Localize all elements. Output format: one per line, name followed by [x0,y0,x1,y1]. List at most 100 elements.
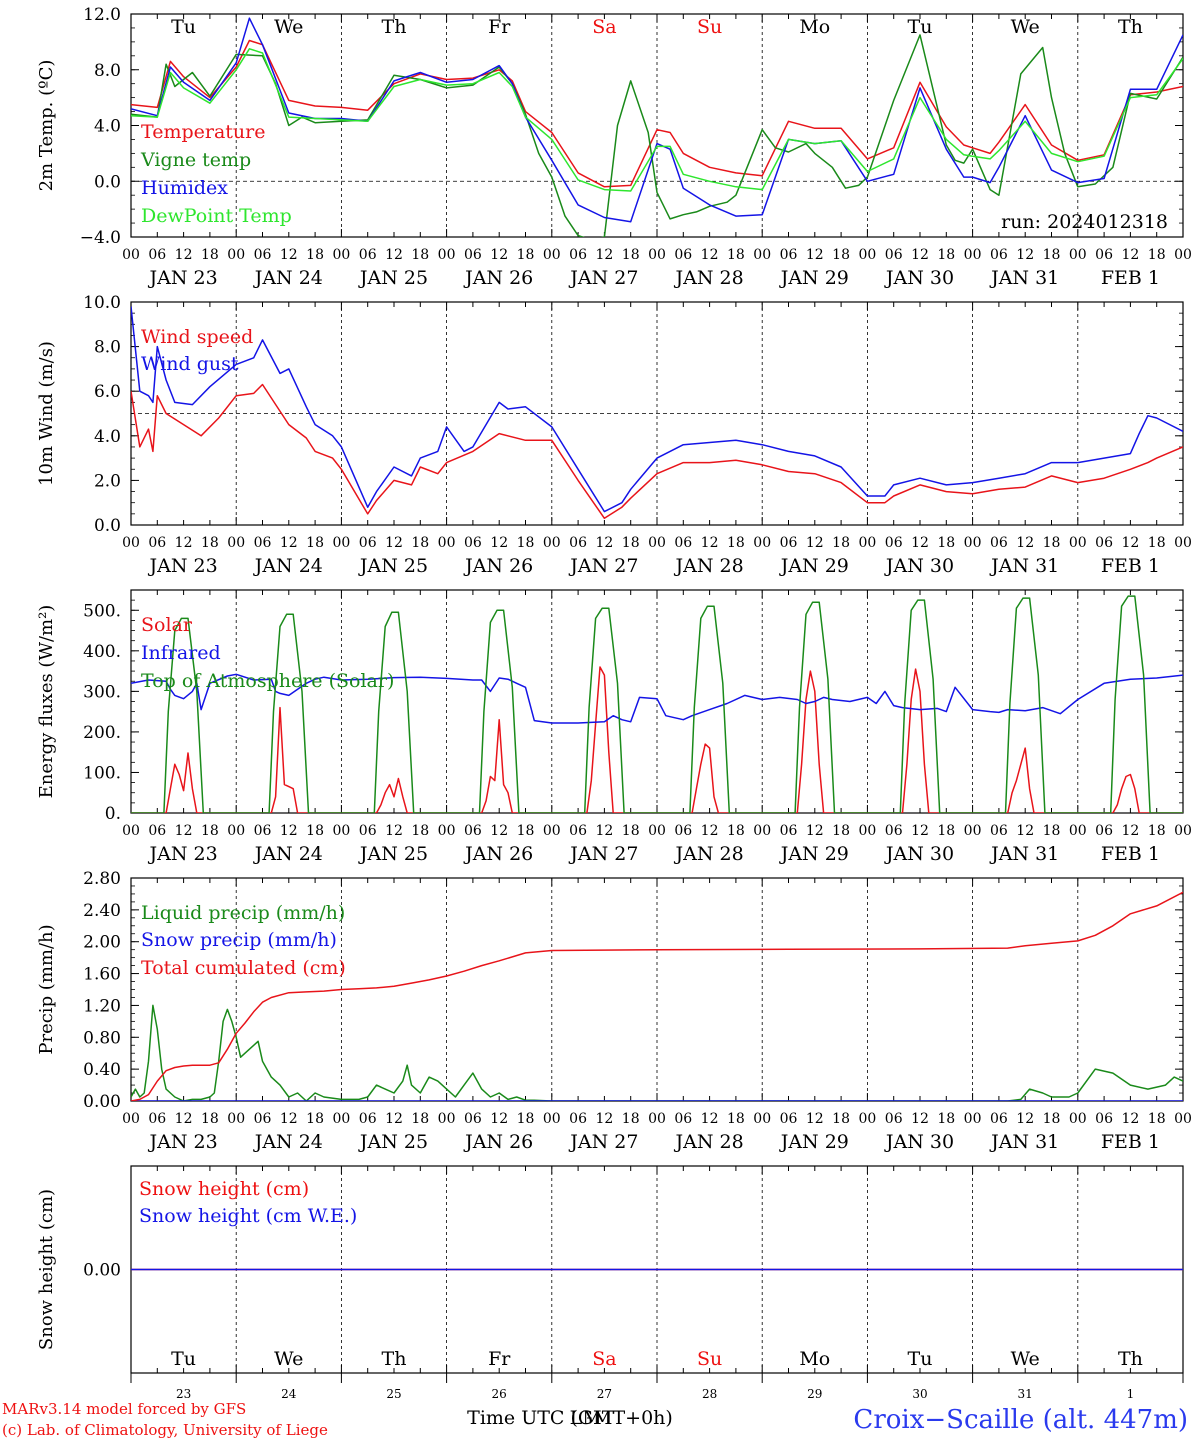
weekday-label: We [1011,1348,1040,1370]
hour-tick-label: 12 [701,535,719,551]
weekday-label: Mo [799,1348,830,1370]
hour-tick-label: 12 [595,535,613,551]
day-number-label: 1 [1127,1387,1135,1401]
day-number-label: 23 [176,1387,191,1401]
hour-tick-label: 18 [306,535,324,551]
hour-tick-label: 06 [780,1111,798,1127]
weekday-label: Tu [908,1348,933,1370]
hour-tick-label: 00 [1174,823,1192,839]
model-credit: MARv3.14 model forced by GFS [2,1400,246,1418]
hour-tick-label: 06 [569,535,587,551]
legend-entry: Top of Atmosphere (Solar) [141,670,394,692]
hour-tick-label: 12 [1016,247,1034,263]
hour-tick-label: 06 [990,535,1008,551]
hour-tick-label: 00 [648,823,666,839]
panel-5: 0.00 Snow height (cm) Snow height (cm) Snow… [36,1165,1184,1401]
day-number-label: 29 [807,1387,822,1401]
hour-tick-label: 00 [964,247,982,263]
day-number-label: 24 [281,1387,297,1401]
hour-tick-label: 18 [411,1111,429,1127]
hour-tick-label: 06 [885,823,903,839]
hour-tick-label: 00 [438,1111,456,1127]
date-label: JAN 29 [779,843,849,865]
date-label: JAN 25 [358,267,428,289]
hour-tick-label: 00 [227,247,245,263]
date-label: JAN 26 [463,1131,533,1153]
day-number-label: 28 [702,1387,717,1401]
weekday-label: Fr [488,16,511,38]
hour-tick-label: 06 [359,247,377,263]
weekday-label: We [274,1348,303,1370]
hour-tick-label: 12 [806,247,824,263]
hour-tick-label: 12 [490,1111,508,1127]
date-label: FEB 1 [1101,1131,1160,1153]
run-label: run: 2024012318 [1001,211,1168,233]
y-tick-label: 200. [83,723,121,743]
hour-tick-label: 00 [332,535,350,551]
y-axis-label: Energy fluxes (W/m²) [36,605,57,799]
y-tick-label: 10.0 [83,293,121,313]
legend-entry: Infrared [141,642,221,664]
y-axis-label: 10m Wind (m/s) [36,341,57,486]
hour-tick-label: 06 [780,247,798,263]
date-label: JAN 23 [148,555,218,577]
hour-tick-label: 12 [385,1111,403,1127]
y-axis-label: Snow height (cm) [36,1189,57,1350]
hour-tick-label: 12 [911,1111,929,1127]
hour-tick-label: 12 [806,1111,824,1127]
hour-tick-label: 06 [569,1111,587,1127]
day-number-label: 26 [492,1387,507,1401]
y-tick-label: 0.00 [83,1261,121,1281]
weekday-label: Fr [488,1348,511,1370]
legend-entry: Liquid precip (mm/h) [141,902,345,924]
date-label: JAN 29 [779,267,849,289]
weekday-label: Tu [908,16,933,38]
hour-tick-label: 00 [1174,1111,1192,1127]
hour-tick-label: 18 [1043,535,1061,551]
date-label: JAN 27 [568,555,638,577]
hour-tick-label: 18 [832,823,850,839]
hour-tick-label: 00 [122,535,140,551]
hour-tick-label: 18 [1043,247,1061,263]
panel-4: 0.00 0.40 0.80 1.20 1.60 2.00 2.40 2.80 Precip (… [36,869,1192,1153]
date-label: JAN 28 [674,843,744,865]
hour-tick-label: 18 [517,823,535,839]
hour-tick-label: 06 [674,823,692,839]
hour-tick-label: 00 [964,1111,982,1127]
y-tick-label: 8.0 [94,338,121,358]
hour-tick-label: 06 [780,535,798,551]
hour-tick-label: 06 [464,247,482,263]
hour-tick-label: 12 [701,247,719,263]
date-label: JAN 27 [568,1131,638,1153]
y-axis-label: 2m Temp. (ºC) [36,60,57,192]
date-label: JAN 29 [779,555,849,577]
hour-tick-label: 12 [595,1111,613,1127]
date-label: JAN 26 [463,843,533,865]
panel-1: −4.0 0.0 4.0 8.0 12.0 2m Temp. (ºC) Temperatur… [36,5,1192,289]
hour-tick-label: 06 [254,1111,272,1127]
hour-tick-label: 12 [385,247,403,263]
date-label: JAN 29 [779,1131,849,1153]
hour-tick-label: 18 [411,535,429,551]
hour-tick-label: 18 [727,535,745,551]
hour-tick-label: 12 [595,247,613,263]
date-label: JAN 23 [148,1131,218,1153]
y-tick-label: −4.0 [80,228,121,248]
y-tick-label: 8.0 [94,61,121,81]
hour-tick-label: 18 [622,247,640,263]
hour-tick-label: 06 [1095,247,1113,263]
hour-tick-label: 00 [332,823,350,839]
hour-tick-label: 06 [885,1111,903,1127]
y-tick-label: 300. [83,682,121,702]
hour-tick-label: 12 [701,1111,719,1127]
hour-tick-label: 00 [543,247,561,263]
weekday-label: Tu [171,16,196,38]
weekday-label: Su [697,1348,722,1370]
hour-tick-label: 18 [1148,823,1166,839]
hour-tick-label: 18 [306,823,324,839]
hour-tick-label: 06 [780,823,798,839]
hour-tick-label: 06 [359,823,377,839]
hour-tick-label: 18 [411,247,429,263]
hour-tick-label: 00 [1069,535,1087,551]
